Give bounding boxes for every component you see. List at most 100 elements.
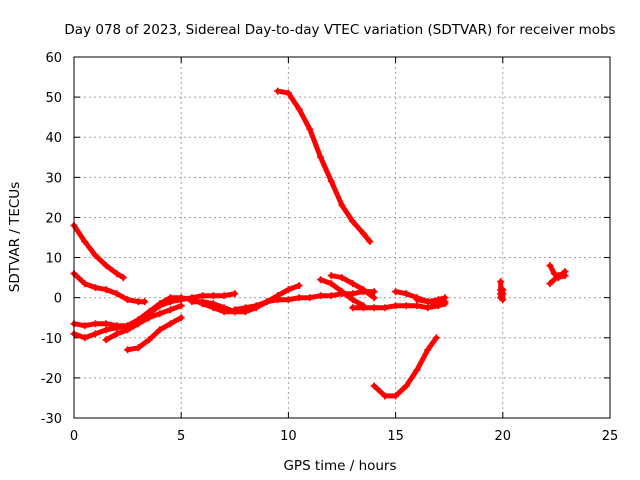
data-point bbox=[274, 87, 282, 95]
x-tick-label: 10 bbox=[280, 429, 297, 444]
data-point bbox=[91, 320, 99, 328]
data-point bbox=[306, 294, 314, 302]
data-point bbox=[113, 330, 121, 338]
data-point bbox=[359, 229, 367, 237]
data-point bbox=[199, 292, 207, 300]
y-tick-label: 60 bbox=[45, 51, 62, 66]
series-line bbox=[414, 295, 448, 305]
data-point bbox=[166, 306, 174, 314]
data-point bbox=[199, 298, 207, 306]
plot-frame bbox=[73, 56, 611, 419]
data-point bbox=[392, 302, 400, 310]
y-tick-label: 50 bbox=[45, 91, 62, 106]
data-point bbox=[81, 334, 89, 342]
data-point bbox=[555, 274, 563, 282]
data-point bbox=[156, 310, 164, 318]
data-point bbox=[102, 320, 110, 328]
data-point bbox=[141, 298, 149, 306]
data-point bbox=[392, 392, 400, 400]
data-point bbox=[370, 304, 378, 312]
data-point bbox=[91, 252, 99, 260]
data-point bbox=[81, 280, 89, 288]
data-point bbox=[134, 298, 142, 306]
data-series bbox=[70, 87, 569, 400]
y-axis-title: SDTVAR / TECUs bbox=[7, 182, 23, 292]
data-point bbox=[317, 292, 325, 300]
data-point bbox=[338, 201, 346, 209]
series-arc-18 bbox=[546, 262, 569, 282]
data-point bbox=[295, 105, 303, 113]
y-tick-label: -20 bbox=[41, 372, 62, 387]
data-point bbox=[177, 294, 185, 302]
data-point bbox=[327, 177, 335, 185]
data-point bbox=[349, 296, 357, 304]
data-point bbox=[274, 296, 282, 304]
data-point bbox=[242, 304, 250, 312]
series-arc-16 bbox=[497, 278, 507, 304]
y-tick-label: 40 bbox=[45, 131, 62, 146]
axis-ticks: 0 5 10 15 20 25 60 50 40 30 20 10 0 -10 -20 -30 bbox=[41, 51, 619, 444]
data-point bbox=[156, 326, 164, 334]
data-point bbox=[284, 89, 292, 97]
data-point bbox=[134, 344, 142, 352]
y-tick-label: 20 bbox=[45, 211, 62, 226]
data-point bbox=[402, 290, 410, 298]
data-point bbox=[124, 346, 132, 354]
data-point bbox=[392, 288, 400, 296]
data-point bbox=[306, 125, 314, 133]
data-point bbox=[413, 366, 421, 374]
data-point bbox=[402, 302, 410, 310]
x-tick-label: 15 bbox=[387, 429, 404, 444]
data-point bbox=[499, 290, 507, 298]
data-point bbox=[145, 308, 153, 316]
data-point bbox=[349, 290, 357, 298]
grid bbox=[74, 57, 610, 418]
series-arc-15 bbox=[413, 294, 449, 306]
data-point bbox=[102, 326, 110, 334]
series-arc-1 bbox=[70, 221, 127, 282]
series-arc-11 bbox=[327, 272, 378, 302]
data-point bbox=[166, 294, 174, 302]
data-point bbox=[413, 296, 421, 304]
data-point bbox=[349, 217, 357, 225]
data-point bbox=[134, 320, 142, 328]
data-point bbox=[370, 288, 378, 296]
data-point bbox=[231, 306, 239, 314]
x-tick-label: 5 bbox=[177, 429, 185, 444]
data-point bbox=[317, 153, 325, 161]
series-arc-10 bbox=[317, 276, 367, 310]
data-point bbox=[432, 334, 440, 342]
data-point bbox=[113, 270, 121, 278]
data-point bbox=[402, 382, 410, 390]
data-point bbox=[102, 286, 110, 294]
data-point bbox=[327, 292, 335, 300]
x-tick-label: 20 bbox=[495, 429, 512, 444]
data-point bbox=[370, 294, 378, 302]
data-point bbox=[177, 314, 185, 322]
data-point bbox=[349, 304, 357, 312]
x-tick-label: 0 bbox=[70, 429, 78, 444]
data-point bbox=[295, 294, 303, 302]
y-tick-label: 30 bbox=[45, 171, 62, 186]
data-point bbox=[166, 320, 174, 328]
data-point bbox=[209, 300, 217, 308]
data-point bbox=[231, 290, 239, 298]
series-arc-9 bbox=[274, 87, 374, 246]
data-point bbox=[145, 314, 153, 322]
data-point bbox=[284, 286, 292, 294]
series-line bbox=[275, 88, 373, 244]
data-point bbox=[124, 296, 132, 304]
y-tick-label: -10 bbox=[41, 332, 62, 347]
data-point bbox=[546, 280, 554, 288]
data-point bbox=[124, 326, 132, 334]
data-point bbox=[295, 282, 303, 290]
series-arc-12 bbox=[349, 300, 449, 312]
data-point bbox=[338, 288, 346, 296]
series-arc-2 bbox=[70, 270, 149, 306]
data-point bbox=[317, 276, 325, 284]
data-point bbox=[366, 238, 374, 246]
series-arc-6 bbox=[124, 314, 185, 354]
data-point bbox=[434, 296, 442, 304]
data-point bbox=[499, 296, 507, 304]
data-point bbox=[188, 298, 196, 306]
